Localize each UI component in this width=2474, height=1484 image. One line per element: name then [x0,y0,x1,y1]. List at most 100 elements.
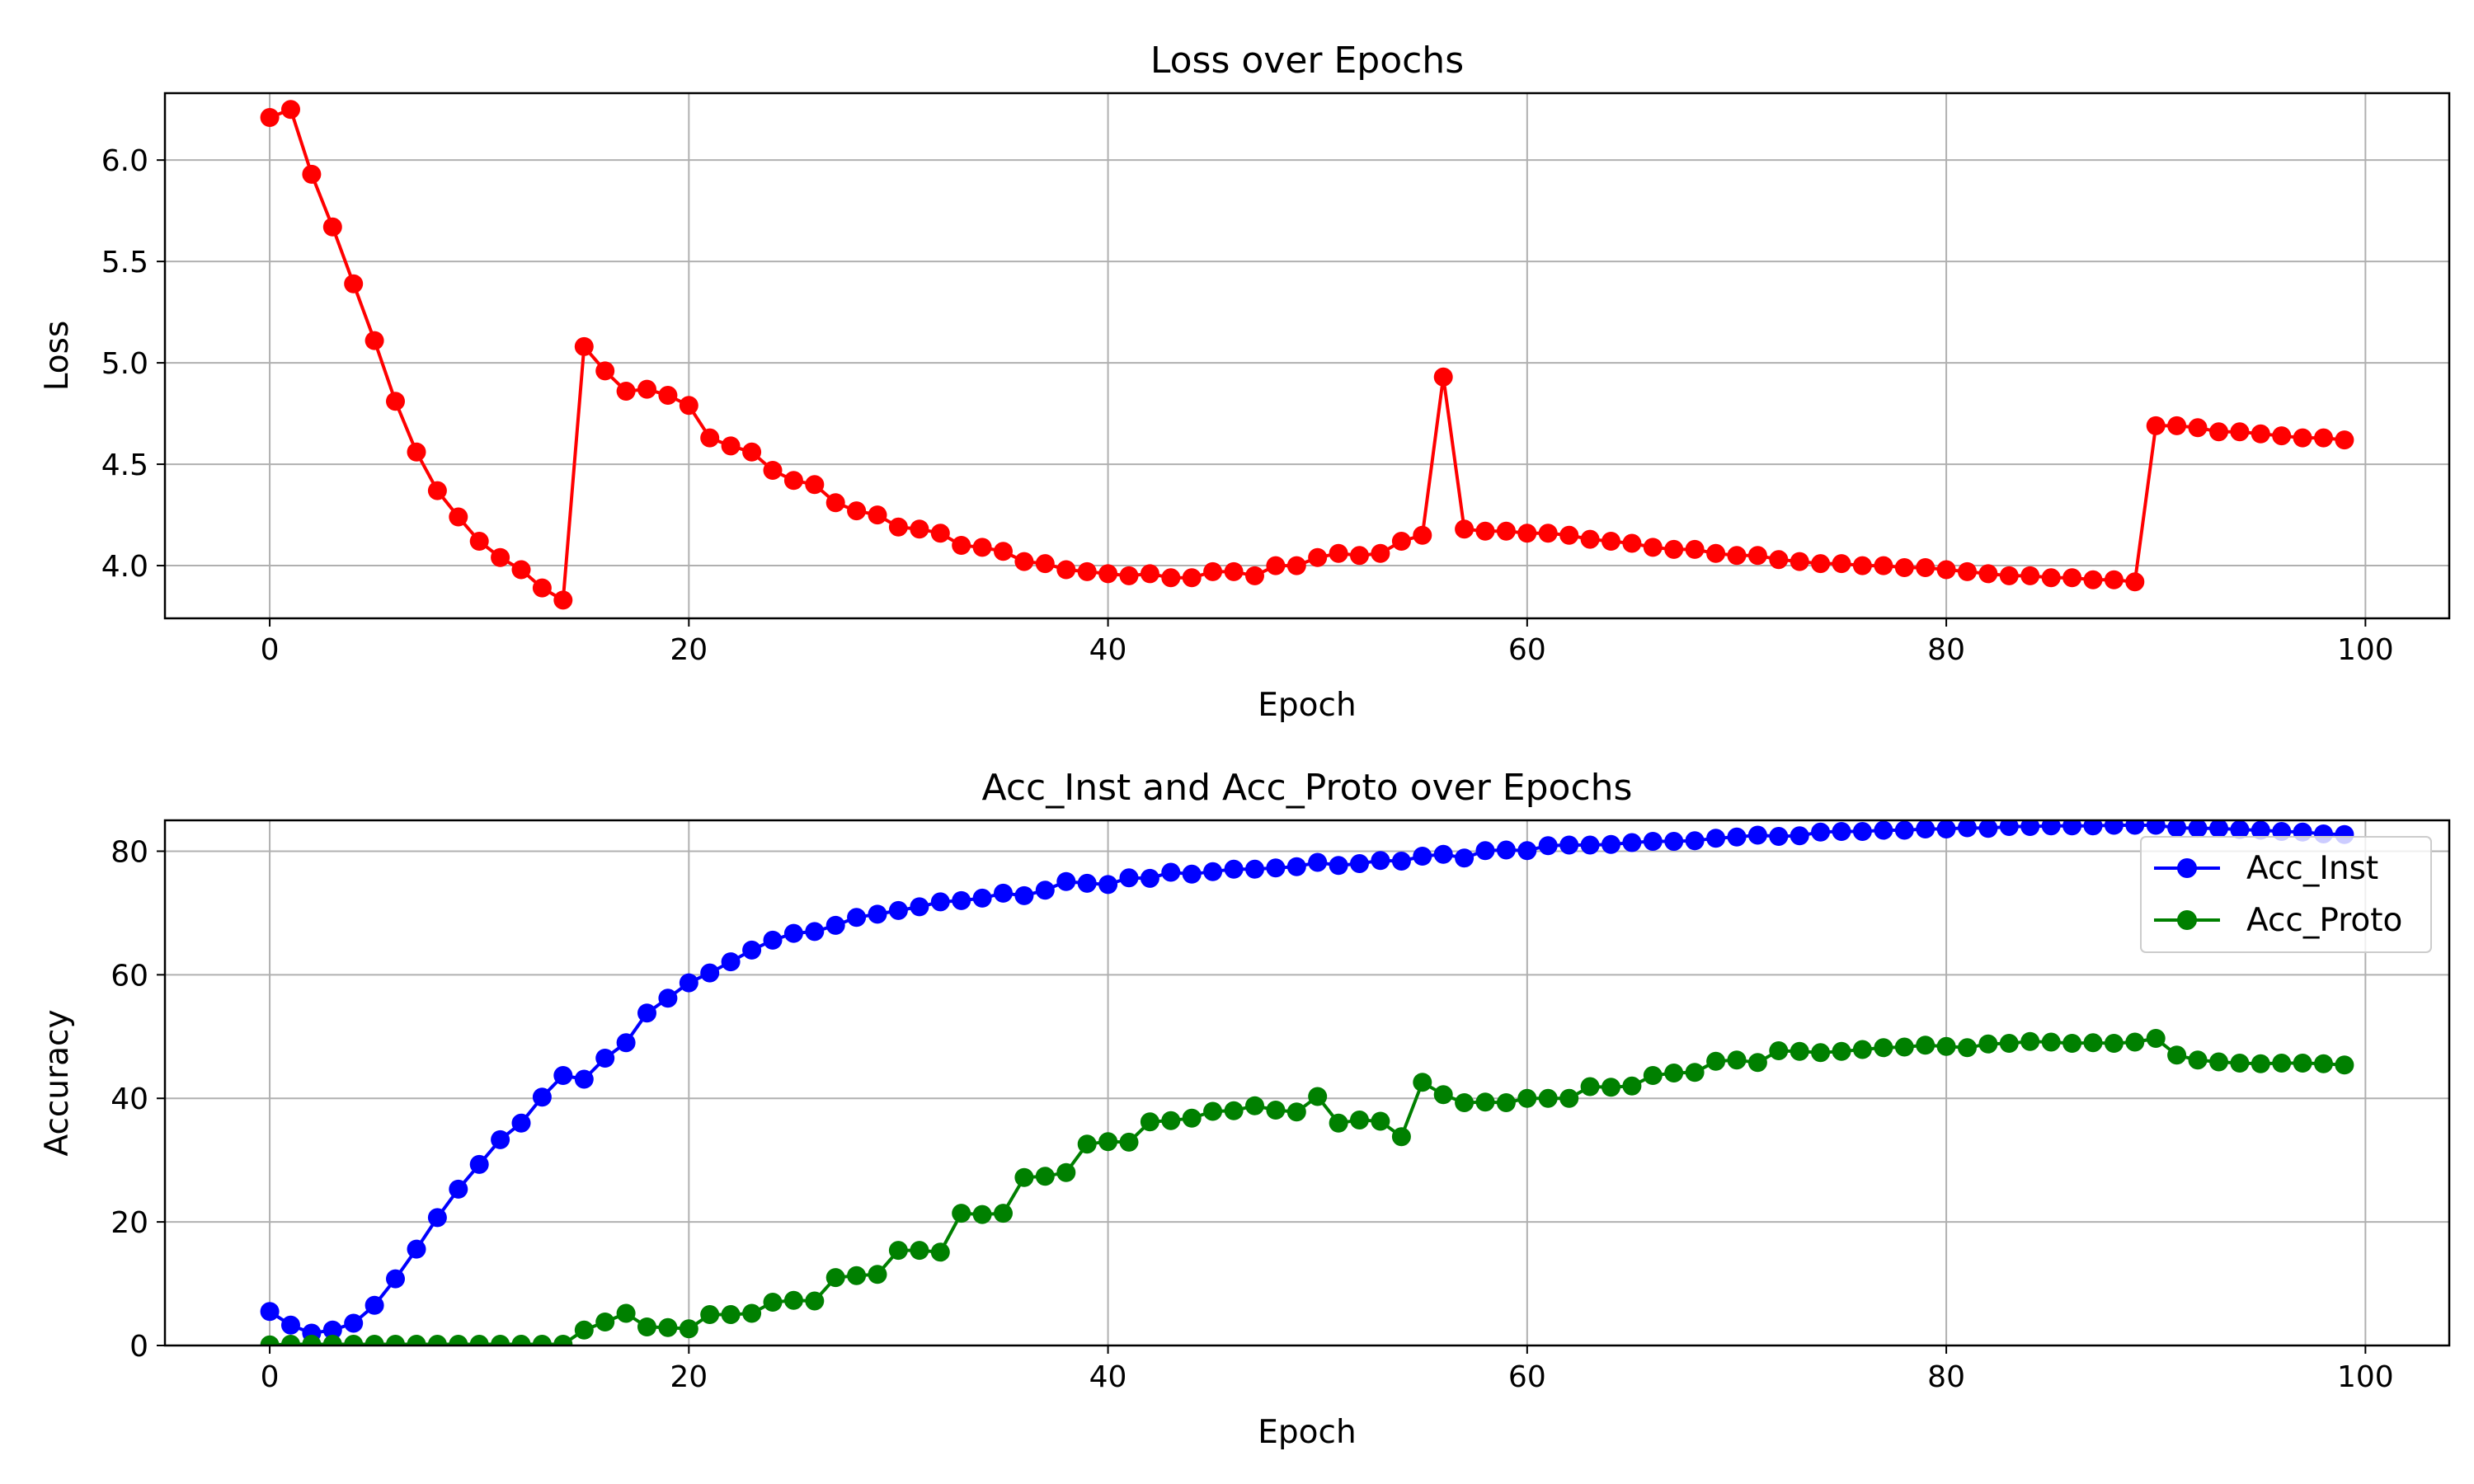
loss-grid [165,93,2449,618]
acc-inst-point [1811,822,1831,842]
loss-point [1035,554,1055,574]
loss-x-tick-label: 20 [670,633,708,667]
acc-proto-line [270,1036,2345,1345]
acc-inst-point [1747,825,1767,845]
acc-inst-point [1685,831,1705,851]
acc-inst-point [2104,820,2124,835]
loss-x-ticks: 0 20 40 60 80 100 [261,618,2394,667]
accuracy-x-tick-label: 80 [1927,1360,1965,1394]
acc-inst-point [1706,829,1726,848]
accuracy-legend: Acc_Inst Acc_Proto [2140,836,2432,953]
loss-point [1350,546,1369,566]
acc-proto-point [1413,1073,1432,1092]
acc-inst-point [1161,862,1181,882]
accuracy-x-tick-label: 0 [261,1360,280,1394]
acc-inst-point [721,952,741,972]
accuracy-series [260,820,2354,1345]
loss-point [2125,572,2145,592]
acc-inst-point [910,897,929,917]
acc-proto-point [1140,1112,1159,1132]
acc-proto-point [1622,1076,1642,1096]
acc-inst-point [260,1302,280,1322]
acc-inst-point [574,1069,594,1089]
loss-point [1999,566,2019,585]
acc-proto-point [2251,1054,2270,1073]
acc-proto-point [1538,1088,1558,1108]
acc-inst-point [742,940,762,960]
loss-point [1496,521,1516,541]
acc-inst-point [1308,852,1328,872]
acc-inst-point [783,923,803,943]
acc-inst-point [805,922,825,942]
loss-point [1958,561,1977,581]
acc-proto-point [322,1335,342,1345]
acc-proto-point [1958,1038,1977,1058]
accuracy-grid [165,820,2449,1346]
acc-proto-point [386,1335,405,1345]
acc-proto-point [1852,1040,1872,1059]
acc-inst-point [825,915,845,935]
acc-proto-point [2020,1031,2040,1051]
loss-point [2104,570,2124,589]
acc-inst-point [1224,859,1244,879]
acc-proto-point [763,1293,783,1312]
acc-proto-point [1685,1063,1705,1082]
acc-proto-point [1727,1050,1747,1070]
acc-inst-point [449,1179,468,1199]
acc-inst-point [1119,868,1139,888]
legend-marker-acc-proto [2177,910,2197,930]
accuracy-y-tick-label: 60 [111,959,148,993]
acc-proto-point [1475,1092,1495,1112]
loss-line [269,107,2345,602]
accuracy-x-tick-label: 100 [2337,1360,2394,1394]
loss-point [2293,428,2312,448]
loss-point [1706,543,1726,563]
acc-proto-point [2125,1032,2145,1052]
loss-point [952,536,971,555]
acc-inst-point [1643,832,1663,851]
acc-inst-point [1433,844,1453,864]
acc-inst-point [1790,826,1809,846]
loss-point [1245,566,1264,585]
acc-inst-point [1769,827,1789,846]
accuracy-y-tick-label: 40 [111,1082,148,1116]
acc-inst-point [1852,822,1872,841]
loss-axes-frame [163,92,2451,620]
loss-point [763,461,783,480]
acc-proto-point [1706,1051,1726,1071]
acc-proto-point [574,1320,594,1340]
acc-inst-point [386,1269,405,1289]
acc-proto-point [2041,1032,2061,1052]
loss-point [700,428,720,448]
accuracy-chart-title: Acc_Inst and Acc_Proto over Epochs [982,767,1633,809]
acc-inst-point [1916,820,1935,838]
loss-chart: 0 20 40 60 80 100 4.0 4.5 5.0 5.5 6.0 Loss over E… [39,40,2451,724]
loss-point [2251,424,2270,444]
acc-proto-point [1832,1041,1851,1061]
accuracy-y-tick-label: 20 [111,1206,148,1240]
loss-x-tick-label: 80 [1927,633,1965,667]
acc-inst-point [2167,820,2187,838]
acc-proto-point [449,1335,468,1345]
loss-point [386,392,405,411]
acc-proto-point [1224,1101,1244,1120]
acc-inst-point [1538,836,1558,856]
loss-point [491,547,510,567]
acc-inst-point [281,1315,300,1335]
loss-point [427,481,447,500]
acc-inst-point [322,1320,342,1340]
loss-y-tick-label: 6.0 [101,144,148,178]
acc-proto-point [910,1241,929,1261]
acc-inst-point [700,963,720,983]
acc-proto-point [2272,1054,2292,1073]
loss-point [302,164,322,184]
acc-inst-point [888,900,908,920]
acc-proto-point [783,1290,803,1310]
acc-inst-point [2125,820,2145,835]
loss-point [2167,416,2187,435]
acc-proto-point [532,1335,552,1345]
acc-proto-point [2314,1054,2333,1073]
acc-inst-point [1350,854,1369,873]
loss-point [930,524,950,543]
acc-inst-point [1894,820,1914,840]
